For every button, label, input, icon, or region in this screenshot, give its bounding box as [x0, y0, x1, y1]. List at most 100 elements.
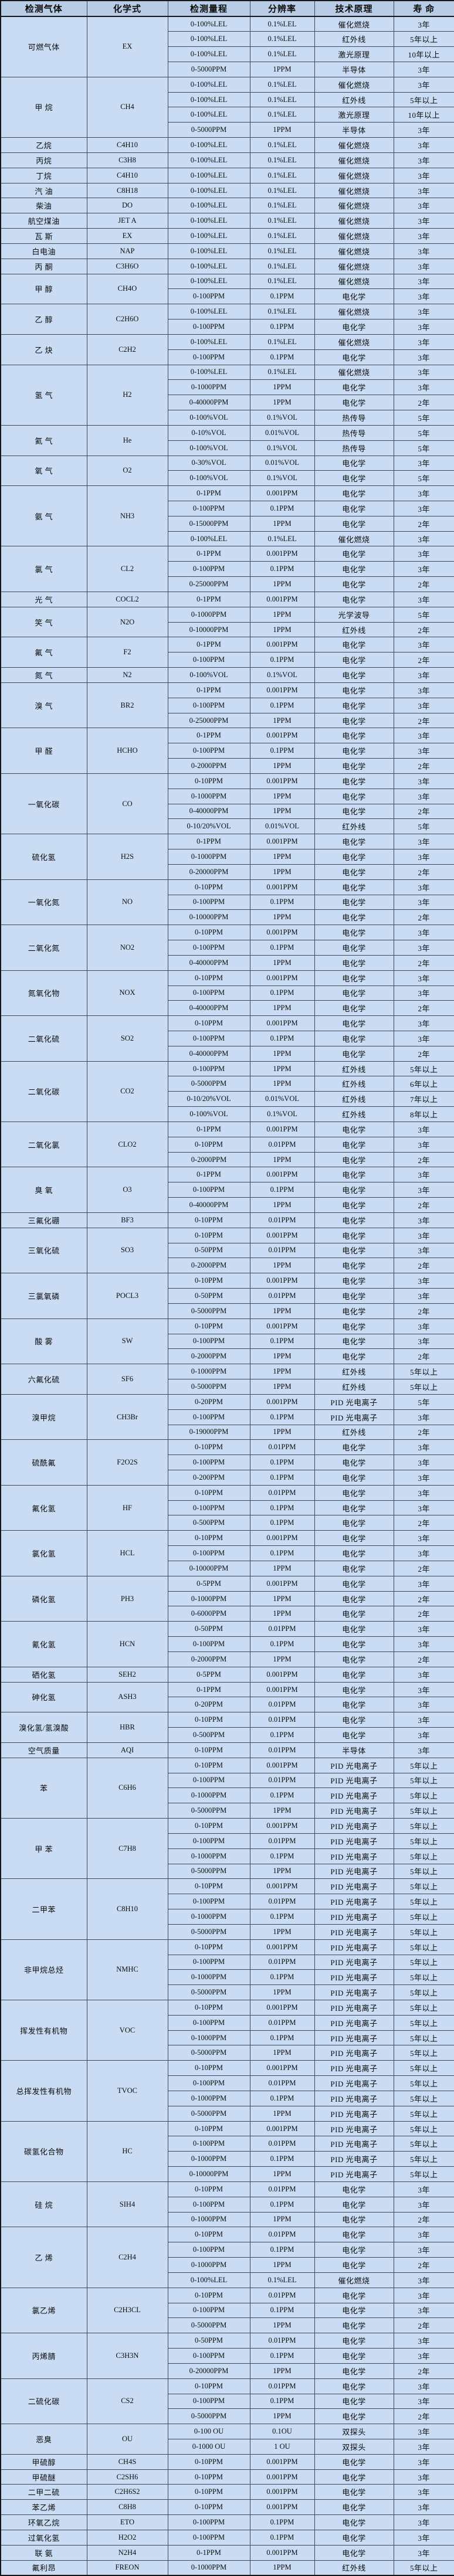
resolution-cell: 0.1PPM [249, 940, 315, 956]
resolution-cell: 1PPM [249, 122, 315, 138]
resolution-cell: 0.01PPM [249, 2333, 315, 2349]
principle-cell: 红外线 [314, 621, 394, 638]
range-cell: 0-100%LEL [167, 273, 250, 290]
resolution-cell: 1PPM [249, 1076, 315, 1092]
lifespan-cell: 5年以上 [393, 2030, 454, 2046]
resolution-cell: 1PPM [249, 1348, 315, 1365]
formula-cell: C2H6S2 [86, 2484, 168, 2500]
principle-cell: 电化学 [314, 1121, 394, 1137]
table-row: 0-100PPM 0.1PPM 电化学 3年 [1, 743, 454, 759]
resolution-cell: 0.1PPM [249, 985, 315, 1001]
principle-cell: PID 光电离子 [314, 2120, 394, 2137]
gas-name-cell: 氰化氢 [0, 1621, 87, 1667]
resolution-cell: 0.01PPM [249, 1772, 315, 1789]
gas-name-cell: 白电油 [0, 243, 87, 259]
range-cell: 0-100PPM [167, 349, 250, 365]
principle-cell: 电化学 [314, 1500, 394, 1516]
formula-cell: ASH3 [86, 1681, 168, 1713]
range-cell: 0-1PPM [167, 682, 250, 698]
table-row: 0-1000PPM 1PPM 电化学 2年 [1, 1591, 454, 1607]
range-cell: 0-100PPM [167, 1333, 250, 1350]
table-row: 硫酰氟 F2O2S 0-10PPM 0.01PPM 电化学 3年 [0, 1439, 454, 1486]
resolution-cell: 1PPM [249, 379, 315, 396]
resolution-cell: 0.001PPM [249, 1818, 315, 1834]
lifespan-cell: 5年 [393, 818, 454, 835]
resolution-cell: 1PPM [249, 606, 315, 623]
table-row: 苯乙烯 C8H8 0-10PPM 0.001PPM 电化学 3年 [0, 2499, 454, 2516]
lifespan-cell: 3年 [393, 2453, 454, 2470]
resolution-cell: 0.1PPM [249, 2090, 315, 2106]
resolution-cell: 0.001PPM [249, 1273, 315, 1289]
resolution-cell: 0.1%VOL [249, 410, 315, 426]
gas-name-cell: 丙 酮 [0, 258, 87, 274]
principle-cell: 电化学 [314, 455, 394, 471]
range-cell: 0-25000PPM [167, 712, 250, 729]
range-cell: 0-10PPM [167, 2060, 250, 2077]
table-row: 0-5000PPM 1PPM 红外线 6年以上 [1, 1076, 454, 1092]
range-cell: 0-5000PPM [167, 1076, 250, 1092]
lifespan-cell: 2年 [393, 1606, 454, 1622]
resolution-cell: 0.1%LEL [249, 304, 315, 320]
table-row: 0-25000PPM 1PPM 电化学 2年 [1, 712, 454, 729]
table-row: 光 气 COCL2 0-1PPM 0.001PPM 电化学 3年 [0, 591, 454, 607]
resolution-cell: 0.001PPM [249, 2499, 315, 2516]
table-row: 笑 气 N2O 0-1000PPM 1PPM 光学波导 5年 [0, 606, 454, 638]
principle-cell: 红外线 [314, 1061, 394, 1077]
principle-cell: 电化学 [314, 1621, 394, 1637]
resolution-cell: 0.1PPM [249, 1500, 315, 1516]
lifespan-cell: 3年 [393, 970, 454, 986]
range-cell: 0-100PPM [167, 894, 250, 910]
resolution-cell: 0.1%LEL [249, 2272, 315, 2288]
range-cell: 0-5000PPM [167, 1984, 250, 2000]
gas-name-cell: 笑 气 [0, 606, 87, 638]
resolution-cell: 0.01PPM [249, 2136, 315, 2152]
lifespan-cell: 3年 [393, 1575, 454, 1592]
table-row: 0-100PPM 0.1PPM 电化学 3年 [1, 1454, 454, 1470]
formula-cell: HCHO [86, 728, 168, 774]
principle-cell: 电化学 [314, 743, 394, 759]
table-row: 0-5000PPM 1PPM PID 光电离子 5年以上 [1, 2105, 454, 2122]
range-cell: 0-100PPM [167, 985, 250, 1001]
formula-cell: O3 [86, 1167, 168, 1213]
formula-cell: CH4O [86, 273, 168, 305]
principle-cell: 半导体 [314, 61, 394, 77]
lifespan-cell: 3年 [393, 1621, 454, 1637]
resolution-cell: 0.1%LEL [249, 243, 315, 259]
range-cell: 0-10PPM [167, 2484, 250, 2500]
table-row: 0-10PPM 0.01PPM 电化学 3年 [1, 1136, 454, 1153]
lifespan-cell: 3年 [393, 485, 454, 501]
resolution-cell: 1PPM [249, 2317, 315, 2334]
resolution-cell: 0.01PPM [249, 1697, 315, 1713]
resolution-cell: 0.01PPM [249, 1439, 315, 1456]
principle-cell: 电化学 [314, 1258, 394, 1274]
table-row: 臭 氧 O3 0-1PPM 0.001PPM 电化学 3年 [0, 1167, 454, 1213]
lifespan-cell: 5年以上 [393, 1772, 454, 1789]
resolution-cell: 0.001PPM [249, 1318, 315, 1334]
principle-cell: 电化学 [314, 985, 394, 1001]
lifespan-cell: 2年 [393, 515, 454, 532]
principle-cell: 热传导 [314, 410, 394, 426]
formula-cell: SEH2 [86, 1666, 168, 1683]
range-cell: 0-10PPM [167, 1136, 250, 1153]
principle-cell: 红外线 [314, 1076, 394, 1092]
resolution-cell: 0.1PPM [249, 1470, 315, 1486]
formula-cell: POCL3 [86, 1273, 168, 1319]
lifespan-cell: 3年 [393, 349, 454, 365]
range-cell: 0-100%LEL [167, 182, 250, 199]
principle-cell: 电化学 [314, 1545, 394, 1561]
resolution-cell: 0.01PPM [249, 2181, 315, 2197]
table-row: 0-100PPM 0.1PPM 电化学 3年 [1, 349, 454, 365]
table-row: 恶臭 OU 0-100 OU 0.1OU 双探头 3年 [0, 2424, 454, 2455]
range-cell: 0-2000PPM [167, 758, 250, 774]
gas-name-cell: 总挥发性有机物 [0, 2060, 87, 2122]
table-row: 三氟化硼 BF3 0-10PPM 0.01PPM 电化学 3年 [0, 1212, 454, 1228]
table-row: 0-100PPM 0.1PPM 电化学 3年 [1, 2242, 454, 2258]
formula-cell: TVOC [86, 2060, 168, 2122]
range-cell: 0-100%VOL [167, 667, 250, 683]
range-cell: 0-100PPM [167, 288, 250, 305]
table-row: 氟 气 F2 0-1PPM 0.001PPM 电化学 3年 [0, 637, 454, 668]
resolution-cell: 0.1%LEL [249, 198, 315, 214]
table-row: 0-10000PPM 1PPM 红外线 2年 [1, 621, 454, 638]
principle-cell: PID 光电离子 [314, 1923, 394, 1940]
range-cell: 0-1PPM [167, 546, 250, 562]
